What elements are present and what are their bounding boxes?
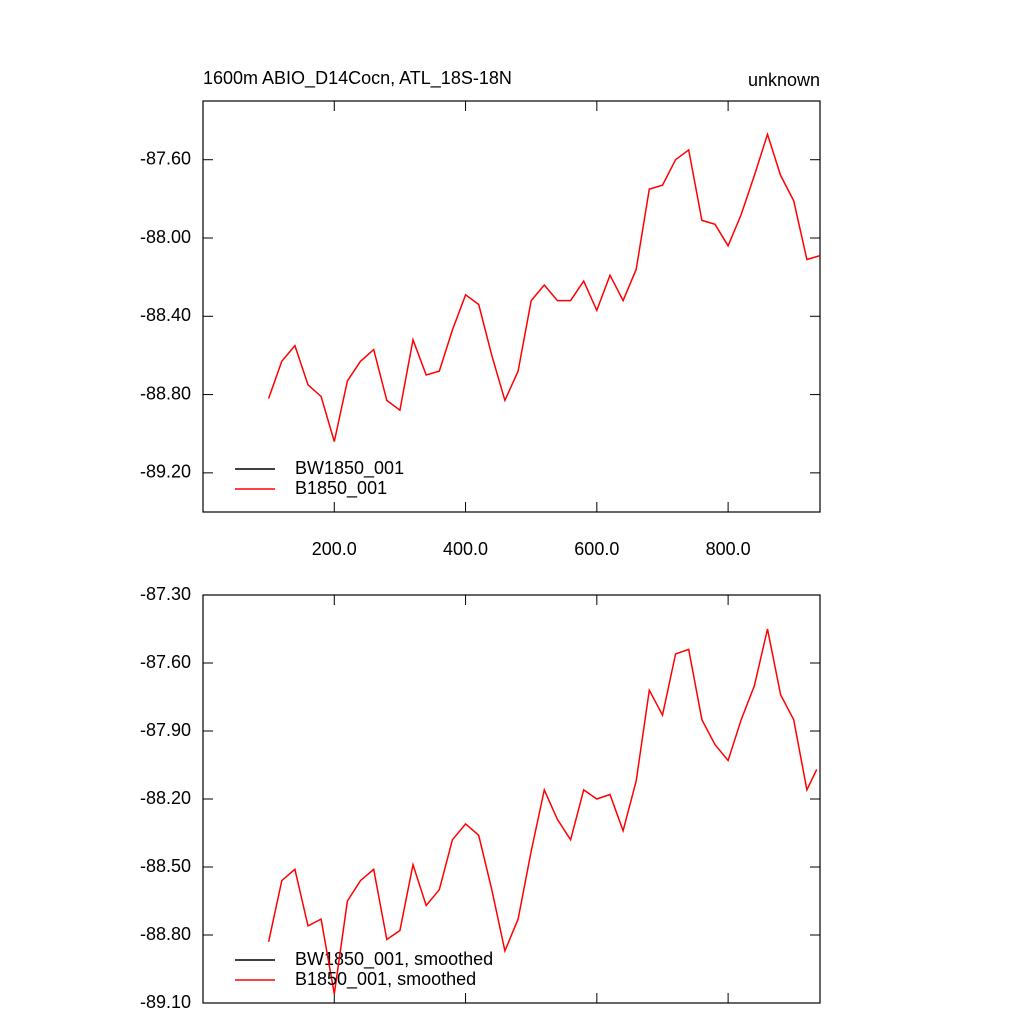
y-tick-label: -88.20	[140, 788, 191, 808]
series-line	[267, 131, 821, 442]
y-tick-label: -88.40	[140, 305, 191, 325]
x-tick-label: 400.0	[443, 539, 488, 559]
x-tick-label: 600.0	[574, 539, 619, 559]
y-tick-label: -87.90	[140, 720, 191, 740]
y-tick-label: -87.60	[140, 652, 191, 672]
legend-label: B1850_001	[295, 478, 387, 499]
y-tick-label: -88.00	[140, 227, 191, 247]
legend-label: BW1850_001, smoothed	[295, 949, 493, 970]
y-tick-label: -89.10	[140, 992, 191, 1012]
chart-subtitle: unknown	[748, 70, 820, 90]
y-tick-label: -87.30	[140, 584, 191, 604]
y-tick-label: -87.60	[140, 148, 191, 168]
plot-frame	[202, 100, 821, 513]
legend-label: B1850_001, smoothed	[295, 969, 476, 990]
y-tick-label: -88.80	[140, 924, 191, 944]
series-line	[267, 628, 818, 995]
plot-frame	[202, 594, 821, 1004]
legend-label: BW1850_001	[295, 458, 404, 479]
x-tick-label: 800.0	[706, 539, 751, 559]
x-tick-label: 200.0	[312, 539, 357, 559]
y-tick-label: -88.80	[140, 383, 191, 403]
chart-title: 1600m ABIO_D14Cocn, ATL_18S-18N	[203, 68, 512, 89]
y-tick-label: -88.50	[140, 856, 191, 876]
y-tick-label: -89.20	[140, 462, 191, 482]
